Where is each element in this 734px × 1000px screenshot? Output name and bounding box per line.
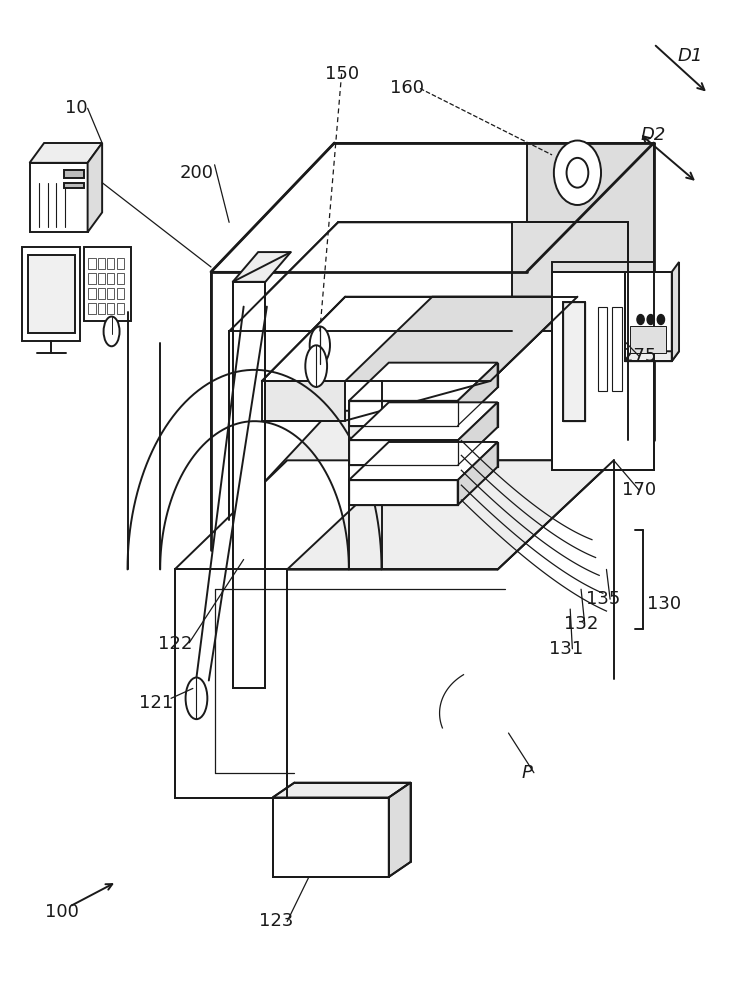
- Polygon shape: [28, 255, 75, 333]
- Polygon shape: [117, 273, 124, 284]
- Polygon shape: [88, 303, 95, 314]
- Polygon shape: [107, 258, 115, 269]
- Polygon shape: [98, 303, 105, 314]
- Polygon shape: [175, 460, 614, 569]
- Text: 150: 150: [324, 65, 359, 83]
- Polygon shape: [229, 331, 338, 520]
- Text: 121: 121: [139, 694, 174, 712]
- Polygon shape: [631, 326, 666, 353]
- Polygon shape: [272, 783, 410, 798]
- Text: 130: 130: [647, 595, 682, 613]
- Polygon shape: [233, 282, 266, 688]
- Polygon shape: [211, 272, 335, 550]
- Polygon shape: [612, 307, 622, 391]
- Polygon shape: [672, 262, 679, 361]
- Circle shape: [657, 315, 664, 324]
- Text: 170: 170: [622, 481, 656, 499]
- Polygon shape: [88, 273, 95, 284]
- Polygon shape: [597, 307, 607, 391]
- Polygon shape: [117, 303, 124, 314]
- Text: 122: 122: [158, 635, 192, 653]
- Polygon shape: [625, 351, 679, 361]
- Polygon shape: [117, 258, 124, 269]
- Ellipse shape: [554, 141, 601, 205]
- Polygon shape: [552, 272, 654, 470]
- Text: 175: 175: [622, 347, 656, 365]
- Polygon shape: [233, 252, 291, 282]
- Ellipse shape: [186, 678, 207, 719]
- Text: 131: 131: [550, 640, 584, 658]
- Text: 123: 123: [259, 912, 294, 930]
- Polygon shape: [262, 381, 345, 421]
- Circle shape: [647, 315, 655, 324]
- Polygon shape: [229, 411, 440, 520]
- Polygon shape: [64, 170, 84, 178]
- Polygon shape: [87, 143, 102, 232]
- Polygon shape: [98, 288, 105, 299]
- Ellipse shape: [310, 326, 330, 364]
- Polygon shape: [389, 783, 410, 877]
- Text: 200: 200: [180, 164, 214, 182]
- Polygon shape: [98, 273, 105, 284]
- Polygon shape: [349, 440, 458, 465]
- Polygon shape: [84, 247, 131, 321]
- Polygon shape: [287, 460, 614, 569]
- Polygon shape: [88, 258, 95, 269]
- Text: D2: D2: [641, 126, 666, 144]
- Polygon shape: [88, 288, 95, 299]
- Text: 132: 132: [564, 615, 598, 633]
- Polygon shape: [64, 183, 84, 188]
- Polygon shape: [349, 480, 458, 505]
- Polygon shape: [458, 442, 498, 505]
- Polygon shape: [211, 143, 654, 272]
- Polygon shape: [229, 222, 628, 331]
- Polygon shape: [107, 288, 115, 299]
- Ellipse shape: [103, 317, 120, 346]
- Polygon shape: [211, 421, 454, 550]
- Polygon shape: [349, 363, 498, 401]
- Text: D1: D1: [677, 47, 702, 65]
- Polygon shape: [625, 272, 672, 361]
- Polygon shape: [107, 273, 115, 284]
- Polygon shape: [117, 288, 124, 299]
- Polygon shape: [563, 302, 585, 421]
- Polygon shape: [272, 798, 389, 877]
- Text: 10: 10: [65, 99, 88, 117]
- Polygon shape: [458, 402, 498, 465]
- Polygon shape: [22, 247, 80, 341]
- Text: 100: 100: [46, 903, 79, 921]
- Text: 160: 160: [390, 79, 424, 97]
- Polygon shape: [29, 143, 102, 163]
- Ellipse shape: [567, 158, 589, 188]
- Polygon shape: [98, 258, 105, 269]
- Polygon shape: [349, 402, 498, 440]
- Polygon shape: [349, 401, 458, 426]
- Ellipse shape: [305, 345, 327, 387]
- Polygon shape: [527, 143, 654, 272]
- Circle shape: [637, 315, 644, 324]
- Text: P: P: [521, 764, 532, 782]
- Text: 135: 135: [586, 590, 620, 608]
- Polygon shape: [107, 303, 115, 314]
- Polygon shape: [345, 297, 578, 381]
- Polygon shape: [552, 262, 654, 272]
- Polygon shape: [512, 222, 628, 331]
- Polygon shape: [458, 363, 498, 426]
- Polygon shape: [29, 163, 87, 232]
- Polygon shape: [175, 569, 287, 798]
- Polygon shape: [349, 442, 498, 480]
- Polygon shape: [262, 297, 578, 381]
